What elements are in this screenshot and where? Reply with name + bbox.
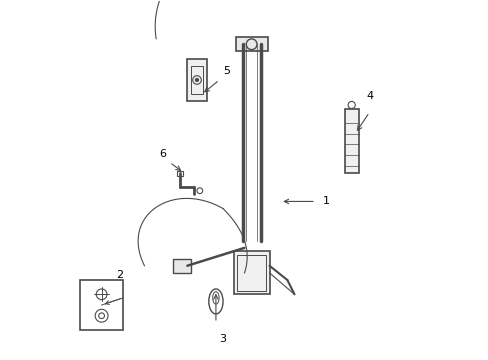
Bar <box>80 280 123 330</box>
Circle shape <box>195 78 198 81</box>
Bar <box>187 59 206 102</box>
Text: 1: 1 <box>323 197 329 206</box>
Bar <box>235 37 267 51</box>
Bar <box>344 109 358 173</box>
Text: 6: 6 <box>159 149 165 158</box>
Bar <box>173 258 190 273</box>
Bar <box>190 66 203 94</box>
Text: 2: 2 <box>116 270 123 280</box>
Bar <box>237 255 265 291</box>
Text: 5: 5 <box>223 66 230 76</box>
Text: 3: 3 <box>219 334 226 343</box>
Text: 4: 4 <box>365 91 372 102</box>
Bar <box>177 171 183 176</box>
Bar <box>233 251 269 294</box>
